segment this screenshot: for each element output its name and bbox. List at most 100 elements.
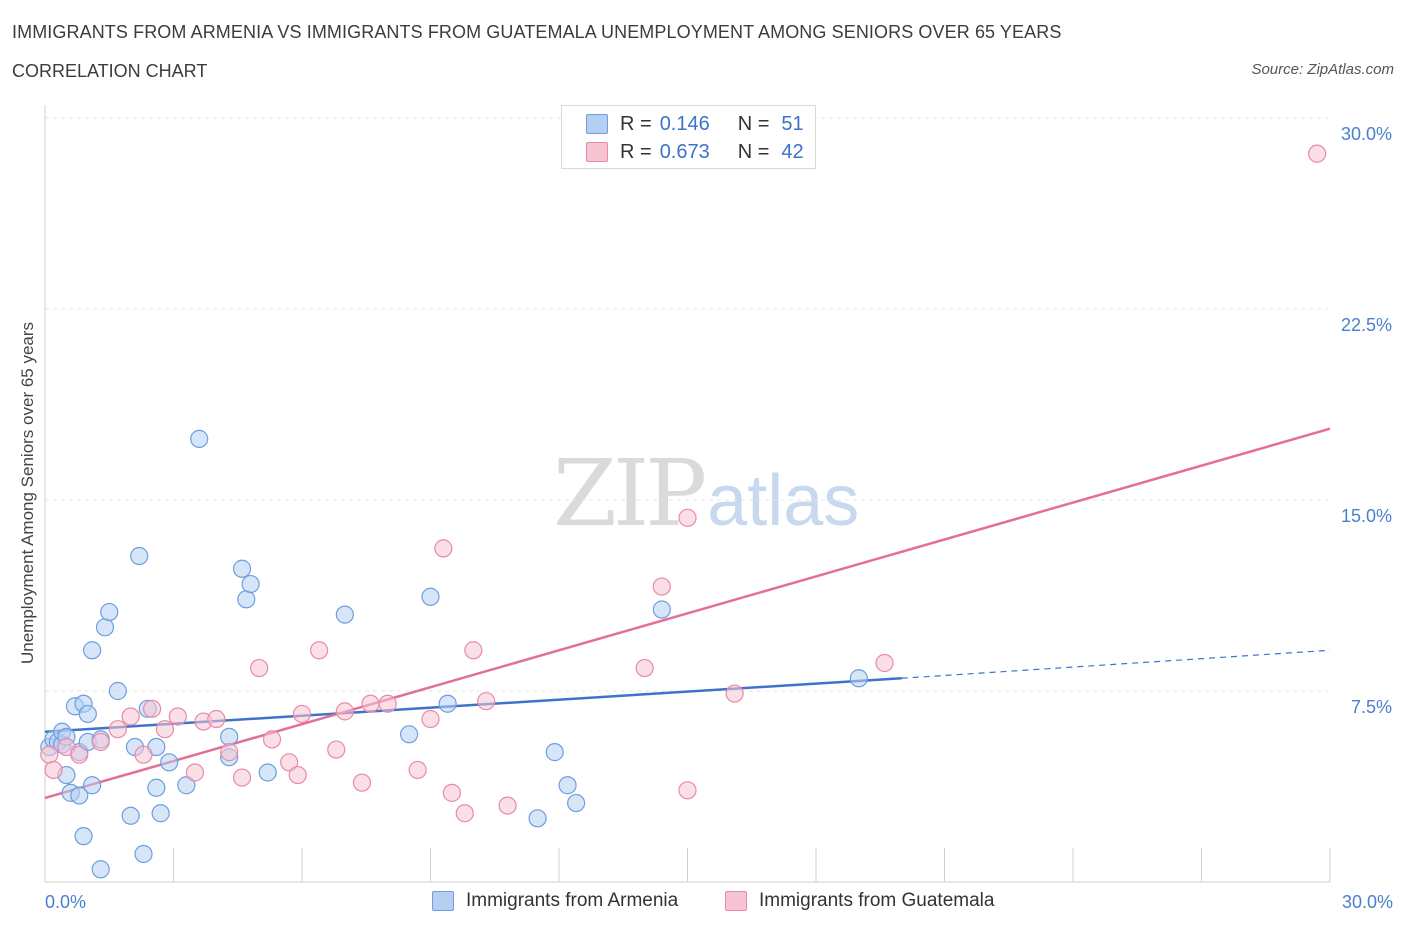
legend-item-guatemala[interactable]: Immigrants from Guatemala (725, 889, 994, 913)
data-point (142, 699, 162, 718)
data-point (134, 745, 153, 764)
data-point (558, 776, 577, 795)
axis-labels: 7.5% 15.0% 22.5% 30.0% 0.0% 30.0% Unemployment… (18, 124, 1393, 912)
data-point (399, 725, 419, 744)
x-tick-label: 0.0% (45, 892, 86, 912)
guatemala-legend-label: Immigrants from Guatemala (759, 890, 995, 911)
data-point (352, 773, 372, 792)
legend-item-armenia[interactable]: Immigrants from Armenia (432, 889, 678, 913)
data-point (635, 658, 654, 678)
data-point (1308, 144, 1327, 163)
legend-row-armenia: R = 0.146 N = 51 (586, 112, 804, 136)
data-point (91, 860, 110, 879)
data-point (78, 704, 97, 724)
data-point (160, 753, 179, 772)
r-value: 0.673 (659, 140, 710, 163)
data-point (310, 641, 329, 660)
data-point (91, 732, 110, 752)
data-point (421, 587, 440, 606)
data-point (190, 429, 209, 448)
data-point (262, 730, 282, 749)
data-point (678, 508, 697, 527)
data-point (498, 796, 517, 815)
data-points (40, 144, 1327, 879)
data-point (288, 765, 307, 785)
data-point (134, 844, 153, 864)
data-point (155, 720, 175, 739)
data-point (327, 740, 346, 759)
data-point (220, 727, 239, 746)
data-point (250, 658, 269, 678)
data-point (121, 707, 140, 726)
data-point (70, 745, 89, 764)
x-tick-label: 30.0% (1342, 892, 1393, 912)
chart-subtitle: CORRELATION CHART (12, 61, 208, 81)
correlation-legend: R = 0.146 N = 51 R = 0.673 N = 42 (561, 105, 816, 169)
data-point (335, 605, 354, 624)
data-point (177, 776, 196, 795)
data-point (434, 539, 453, 558)
data-point (378, 694, 397, 713)
armenia-trend-line (44, 677, 902, 733)
axes (44, 105, 1331, 883)
guatemala-legend-swatch (725, 891, 747, 911)
data-point (44, 760, 63, 780)
data-point (95, 618, 115, 637)
data-point (464, 641, 483, 660)
y-tick-label: 22.5% (1341, 315, 1392, 335)
data-point (237, 590, 256, 609)
data-point (849, 669, 868, 688)
data-point (408, 760, 427, 780)
data-point (875, 653, 894, 673)
data-point (438, 694, 457, 713)
data-point (121, 806, 140, 825)
data-point (130, 546, 149, 566)
data-point (652, 600, 671, 619)
data-point (74, 827, 93, 846)
grid-lines (45, 117, 1330, 692)
data-point (185, 763, 205, 782)
data-point (220, 743, 239, 762)
data-point (652, 577, 671, 596)
n-value: 51 (781, 112, 804, 135)
data-point (83, 641, 102, 660)
data-point (528, 809, 547, 828)
data-point (477, 692, 496, 711)
data-point (455, 804, 474, 823)
data-point (207, 709, 226, 729)
data-point (232, 768, 252, 787)
data-point (678, 781, 697, 800)
n-label: N = (737, 140, 770, 163)
armenia-points (40, 429, 868, 879)
data-point (108, 720, 127, 739)
y-tick-label: 7.5% (1351, 697, 1392, 717)
data-point (40, 745, 59, 764)
armenia-legend-label: Immigrants from Armenia (466, 890, 679, 911)
r-label: R = (620, 112, 652, 135)
data-point (168, 707, 187, 726)
data-point (147, 778, 166, 797)
chart-title: IMMIGRANTS FROM ARMENIA VS IMMIGRANTS FR… (12, 22, 1062, 42)
data-point (421, 709, 440, 729)
data-point (292, 704, 312, 724)
data-point (335, 702, 354, 721)
y-tick-label: 15.0% (1341, 506, 1392, 526)
guatemala-points (40, 144, 1327, 823)
data-point (108, 681, 127, 701)
y-tick-label: 30.0% (1341, 124, 1392, 144)
n-label: N = (737, 112, 770, 135)
guatemala-trend-line (44, 427, 1331, 800)
data-point (232, 559, 252, 578)
data-point (567, 793, 586, 813)
armenia-trend-extension (901, 649, 1331, 679)
armenia-swatch (586, 114, 608, 134)
legend-row-guatemala: R = 0.673 N = 42 (586, 140, 804, 164)
data-point (70, 786, 89, 805)
data-point (241, 574, 260, 594)
armenia-legend-swatch (432, 891, 454, 911)
r-value: 0.146 (659, 112, 710, 135)
data-point (442, 783, 462, 802)
source-label: Source: ZipAtlas.com (1251, 61, 1394, 78)
data-point (280, 753, 299, 772)
